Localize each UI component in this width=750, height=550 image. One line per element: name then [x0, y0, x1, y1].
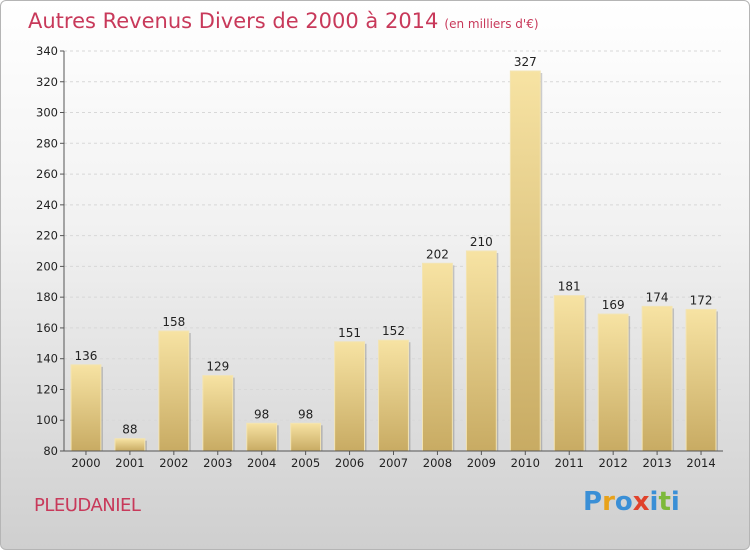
chart-title: Autres Revenus Divers de 2000 à 2014 (en … [28, 9, 539, 33]
data-label: 88 [122, 423, 137, 437]
logo-letter: r [602, 487, 615, 517]
bar-series [70, 70, 718, 452]
x-tick-label: 2009 [467, 456, 496, 470]
x-tick-label: 2012 [599, 456, 628, 470]
y-tick-label: 260 [36, 167, 58, 181]
chart-title-text: Autres Revenus Divers de 2000 à 2014 [28, 9, 439, 33]
x-tick-label: 2010 [511, 456, 540, 470]
data-labels: 136 88 158 129 98 98 151 152 202 210 327 181 169 174 1… [75, 55, 713, 437]
x-tick-label: 2014 [686, 456, 715, 470]
bar-2009 [465, 250, 497, 452]
data-label: 327 [514, 55, 537, 69]
data-label: 152 [382, 324, 405, 338]
x-tick-label: 2003 [203, 456, 232, 470]
logo-letter: o [614, 487, 633, 517]
chart-subtitle: (en milliers d'€) [444, 17, 539, 31]
bar-2004 [246, 422, 278, 452]
data-label: 169 [602, 298, 625, 312]
x-tick-label: 2007 [379, 456, 408, 470]
logo-letter: i [649, 487, 659, 517]
logo-letter: x [632, 487, 650, 517]
y-tick-label: 240 [36, 198, 58, 212]
y-tick-label: 280 [36, 136, 58, 150]
y-tick-label: 140 [36, 352, 58, 366]
logo-letter: i [670, 487, 680, 517]
y-tick-label: 300 [36, 106, 58, 120]
x-tick-label: 2002 [159, 456, 188, 470]
data-label: 151 [338, 326, 361, 340]
y-tick-label: 180 [36, 290, 58, 304]
x-tick-label: 2005 [291, 456, 320, 470]
y-tick-label: 340 [36, 44, 58, 58]
bar-2007 [378, 339, 409, 452]
x-tick-label: 2008 [423, 456, 452, 470]
bar-2012 [597, 313, 629, 452]
bar-2013 [641, 305, 673, 452]
commune-name: PLEUDANIEL [34, 495, 141, 516]
y-tick-label: 120 [36, 382, 58, 396]
x-tick-label: 2004 [247, 456, 276, 470]
data-label: 202 [426, 247, 449, 261]
y-tick-label: 100 [36, 413, 58, 427]
x-tick-label: 2001 [115, 456, 144, 470]
bar-2001 [114, 438, 146, 452]
data-label: 158 [162, 315, 185, 329]
axes [60, 50, 723, 455]
x-tick-label: 2006 [335, 456, 364, 470]
data-label: 172 [690, 293, 713, 307]
bar-2014 [685, 308, 717, 452]
proxiti-logo[interactable]: Proxiti [583, 487, 680, 517]
bar-2000 [70, 364, 102, 452]
data-label: 210 [470, 235, 493, 249]
x-tick-label: 2011 [555, 456, 584, 470]
y-tick-label: 80 [43, 444, 58, 458]
bar-2011 [553, 295, 585, 452]
data-label: 129 [206, 360, 229, 374]
bar-2005 [290, 422, 322, 452]
y-tick-label: 220 [36, 229, 58, 243]
y-tick-label: 200 [36, 259, 58, 273]
x-tick-label: 2000 [71, 456, 100, 470]
data-label: 98 [254, 407, 269, 421]
data-label: 136 [75, 349, 98, 363]
logo-letter: P [583, 487, 603, 517]
data-label: 181 [558, 280, 581, 294]
data-label: 98 [298, 407, 313, 421]
y-tick-labels: 80 100 120 140 160 180 200 220 240 260 280 300 320 34… [36, 44, 58, 458]
y-tick-label: 160 [36, 321, 58, 335]
bar-2002 [158, 330, 190, 452]
x-tick-label: 2013 [642, 456, 671, 470]
logo-letter: t [658, 487, 671, 517]
bar-2010 [509, 70, 541, 452]
data-label: 174 [646, 290, 669, 304]
x-tick-labels: 2000 2001 2002 2003 2004 2005 2006 2007 2008 2009… [71, 456, 715, 470]
bar-2006 [334, 341, 366, 452]
y-tick-label: 320 [36, 75, 58, 89]
bar-2003 [202, 375, 234, 452]
bar-2008 [421, 262, 453, 452]
